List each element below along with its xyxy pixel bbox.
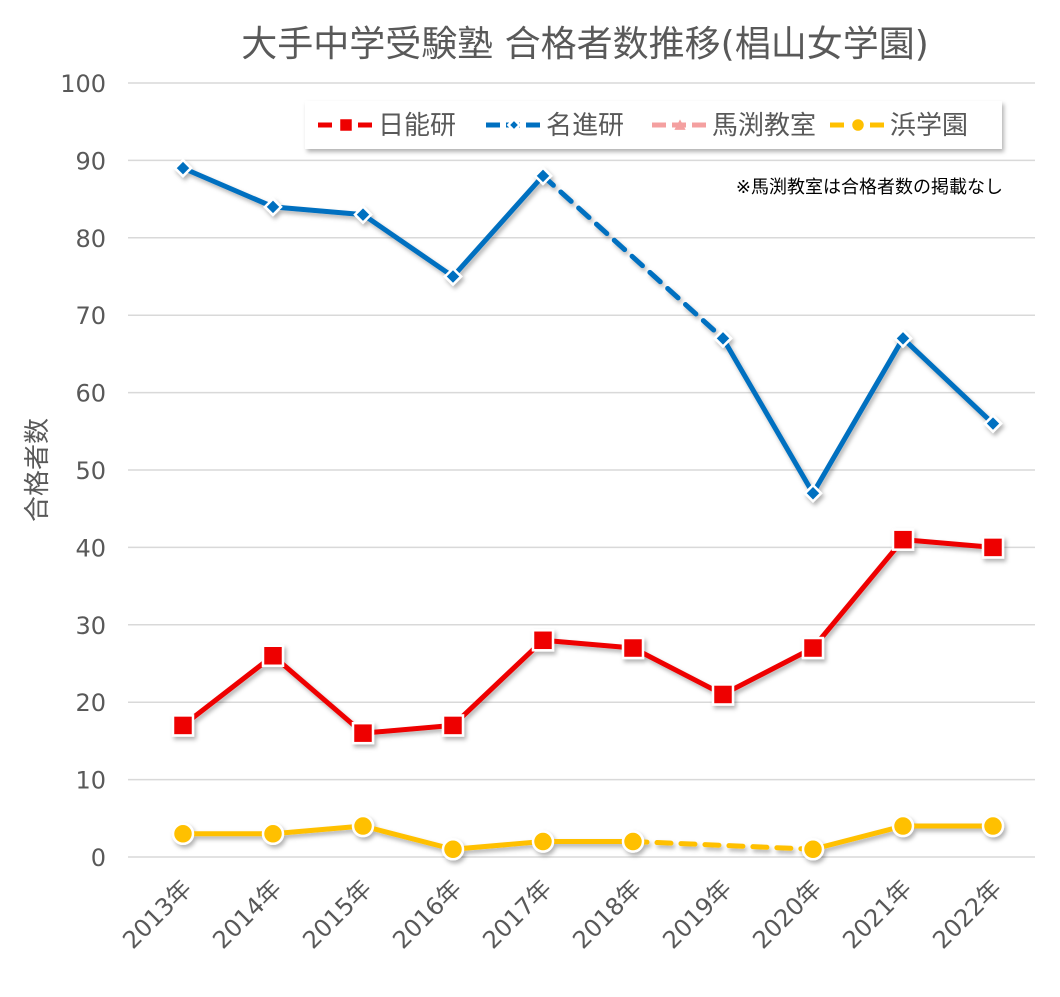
data-point-circle [891, 814, 915, 838]
data-point-circle [531, 830, 555, 853]
series-line [270, 204, 366, 218]
data-point-diamond [893, 328, 913, 349]
y-tick-label: 30 [75, 612, 106, 640]
data-point-square [351, 721, 375, 745]
legend-item: 浜学園 [830, 111, 968, 141]
data-point-diamond [353, 204, 373, 225]
x-tick-label: 2016年 [387, 874, 467, 954]
data-point-triangle [674, 119, 686, 130]
series-line [900, 537, 996, 550]
data-point-square [891, 528, 915, 551]
series-1 [173, 158, 1003, 503]
data-point-square [621, 636, 645, 660]
x-tick-label: 2018年 [567, 874, 647, 954]
data-point-square [801, 636, 825, 660]
data-point-square [261, 644, 285, 668]
series-line [810, 823, 906, 852]
legend-label: 浜学園 [890, 111, 968, 141]
data-point-diamond [173, 158, 193, 178]
chart-title: 大手中学受験塾 合格者数推移(椙山女学園) [241, 24, 929, 65]
x-tick-label: 2017年 [477, 874, 557, 954]
legend-label: 馬渕教室 [712, 111, 816, 141]
y-tick-label: 0 [91, 844, 106, 872]
y-tick-label: 80 [75, 225, 106, 253]
series-line-gap [540, 173, 726, 341]
data-point-square [337, 116, 355, 134]
x-tick-label: 2019年 [657, 874, 737, 954]
legend-item: 日能研 [318, 111, 456, 141]
data-point-circle [441, 838, 465, 861]
x-tick-label: 2021年 [837, 874, 917, 954]
series-line [270, 653, 366, 736]
legend-label: 日能研 [378, 111, 456, 141]
series-line [810, 335, 906, 496]
series-line [900, 335, 996, 427]
data-point-circle [981, 814, 1005, 838]
series-line-gap [630, 839, 816, 852]
y-tick-label: 60 [75, 380, 106, 408]
series-line [360, 823, 456, 852]
legend-item: 馬渕教室 [652, 111, 816, 141]
data-point-diamond [506, 117, 522, 133]
data-point-diamond [263, 197, 283, 217]
data-point-diamond [803, 483, 823, 503]
data-point-diamond [533, 166, 553, 186]
series-line [360, 722, 456, 736]
data-point-circle [801, 838, 825, 861]
x-tick-label: 2013年 [117, 874, 197, 954]
series-line [270, 823, 366, 837]
y-tick-label: 70 [75, 302, 106, 330]
y-tick-label: 40 [75, 534, 106, 562]
data-point-circle [351, 814, 375, 838]
x-tick-label: 2022年 [927, 874, 1007, 954]
data-point-square [441, 714, 465, 737]
series-line [720, 645, 816, 697]
series-line [540, 637, 636, 651]
series-line [450, 839, 546, 852]
series-line [630, 645, 726, 697]
data-point-diamond [443, 266, 463, 287]
x-tick-label: 2020年 [747, 874, 827, 954]
x-tick-label: 2015年 [297, 874, 377, 954]
y-tick-label: 10 [75, 767, 106, 795]
series-line [360, 212, 456, 279]
series-line [450, 173, 546, 279]
series-line [810, 537, 906, 651]
series-line [180, 653, 276, 728]
y-tick-label: 50 [75, 457, 106, 485]
data-point-diamond [983, 413, 1003, 434]
data-point-square [171, 714, 195, 737]
annotation: ※馬渕教室は合格者数の掲載なし [736, 177, 1003, 198]
y-tick-label: 20 [75, 689, 106, 717]
legend-label: 名進研 [546, 111, 624, 141]
data-point-circle [171, 822, 195, 846]
data-point-square [531, 629, 555, 652]
y-axis-label: 合格者数 [23, 418, 53, 522]
x-tick-label: 2014年 [207, 874, 287, 954]
y-tick-label: 90 [75, 147, 106, 175]
data-point-circle [849, 116, 867, 134]
data-point-square [981, 536, 1005, 559]
data-point-square [711, 683, 735, 706]
series-line [720, 335, 816, 496]
series-line [180, 165, 276, 210]
data-point-circle [621, 830, 645, 853]
series-3 [171, 814, 1005, 861]
y-tick-label: 100 [60, 70, 106, 98]
data-point-circle [261, 822, 285, 846]
legend: 日能研 名進研 馬渕教室 浜学園 [305, 101, 1002, 149]
data-point-diamond [713, 328, 733, 349]
legend-item: 名進研 [486, 111, 624, 141]
series-line [450, 637, 546, 728]
series-0 [171, 528, 1005, 745]
